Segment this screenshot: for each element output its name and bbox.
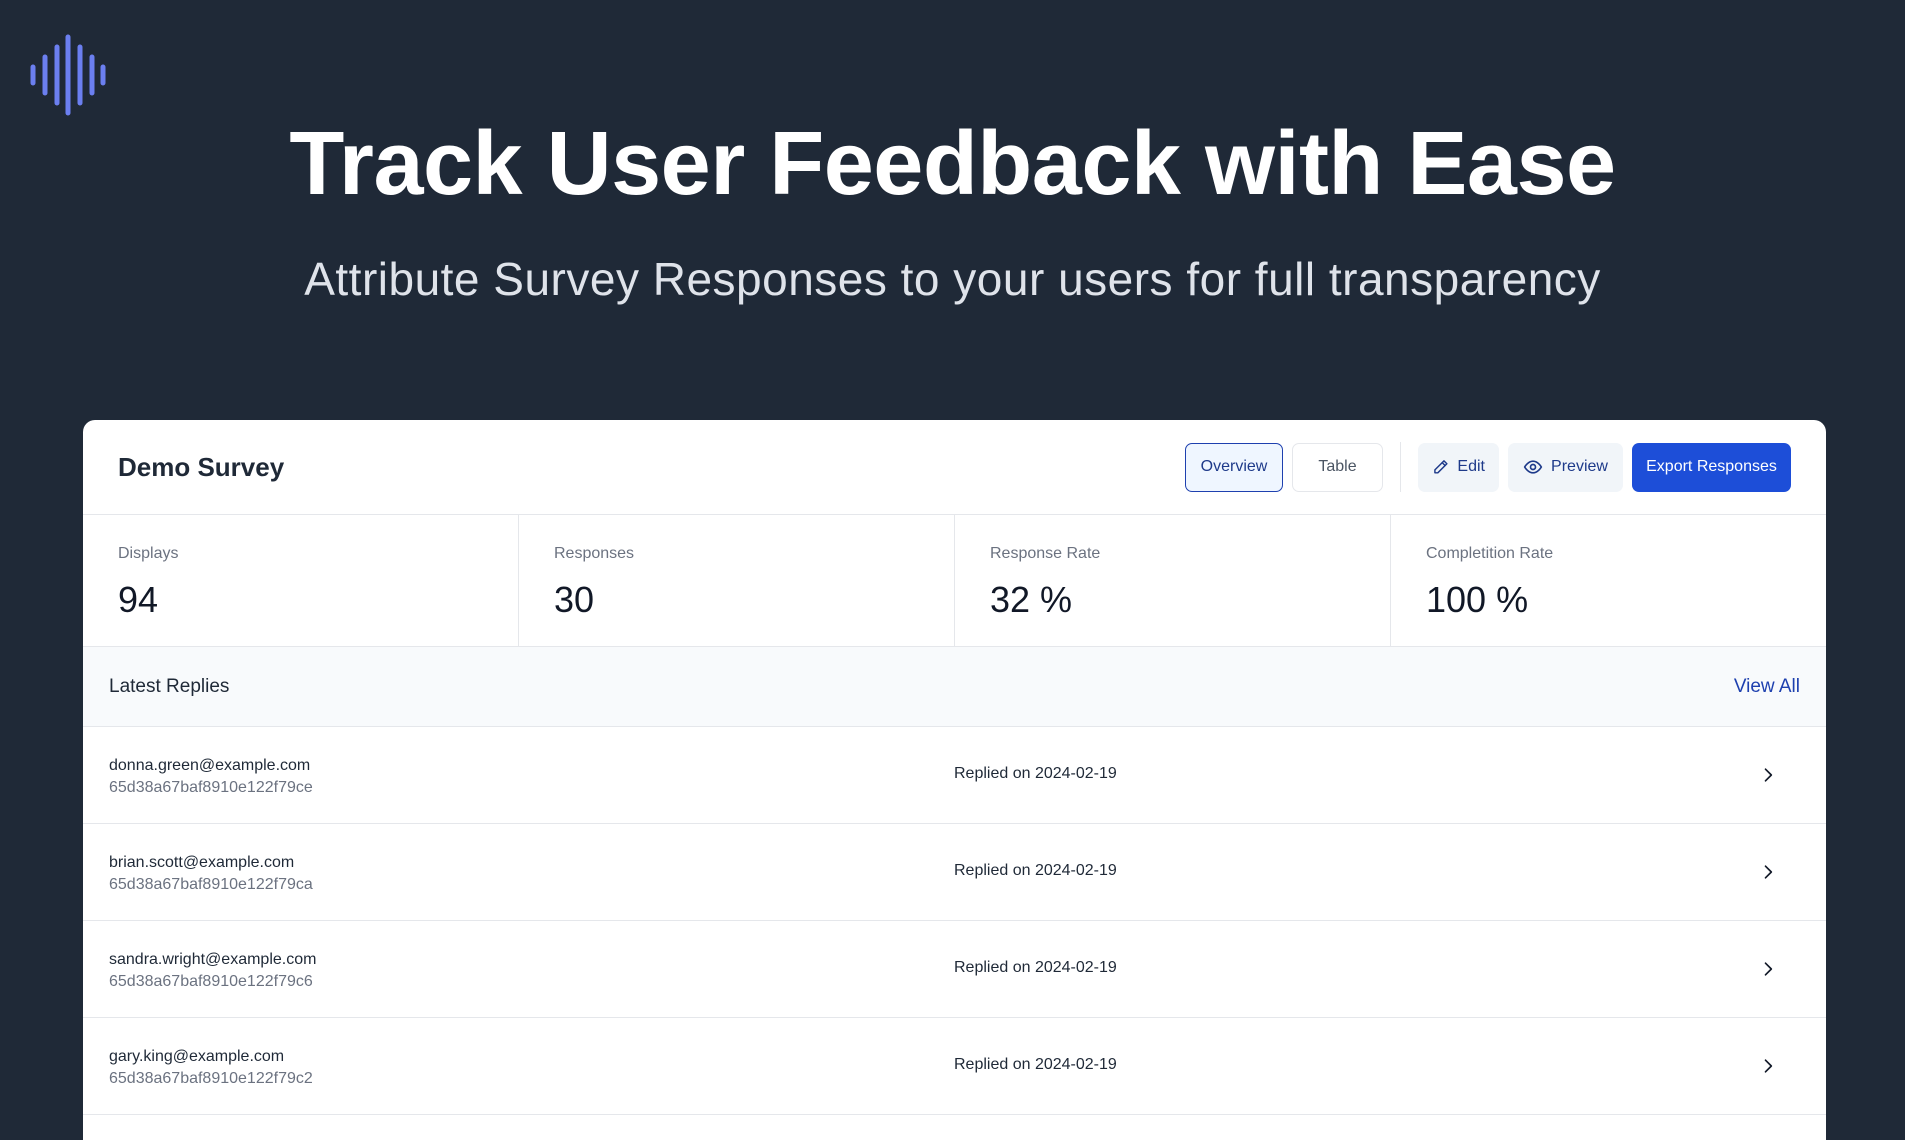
reply-user-id: 65d38a67baf8910e122f79ca: [109, 876, 313, 893]
reply-row[interactable]: gary.king@example.com 65d38a67baf8910e12…: [83, 1018, 1826, 1115]
reply-email: sandra.wright@example.com: [109, 951, 317, 968]
reply-row[interactable]: donna.green@example.com 65d38a67baf8910e…: [83, 727, 1826, 824]
reply-email: donna.green@example.com: [109, 757, 311, 774]
stat-label: Responses: [554, 545, 635, 562]
stat-response-rate: Response Rate 32 %: [955, 515, 1391, 646]
stat-label: Completition Rate: [1426, 545, 1554, 562]
eye-icon: [1523, 460, 1543, 474]
reply-row[interactable]: brian.scott@example.com 65d38a67baf8910e…: [83, 824, 1826, 921]
view-all-link[interactable]: View All: [1733, 675, 1800, 697]
preview-button-label: Preview: [1551, 458, 1608, 475]
chevron-right-icon[interactable]: [1758, 1056, 1778, 1076]
action-divider: [1400, 442, 1401, 492]
reply-user: gary.king@example.com 65d38a67baf8910e12…: [109, 1046, 313, 1090]
reply-date: Replied on 2024-02-19: [954, 959, 1117, 976]
survey-summary-card: Demo Survey Overview Table Edit Preview …: [83, 420, 1826, 1140]
reply-email: brian.scott@example.com: [109, 854, 295, 871]
chevron-right-icon[interactable]: [1758, 765, 1778, 785]
stat-completion-rate: Completition Rate 100 %: [1391, 515, 1826, 646]
stat-value: 32 %: [990, 579, 1073, 620]
export-responses-button[interactable]: Export Responses: [1632, 442, 1791, 492]
reply-user: brian.scott@example.com 65d38a67baf8910e…: [109, 852, 313, 896]
stat-value: 30: [554, 579, 595, 620]
reply-user: donna.green@example.com 65d38a67baf8910e…: [109, 755, 313, 799]
pencil-icon: [1434, 460, 1448, 474]
reply-date: Replied on 2024-02-19: [954, 1056, 1117, 1073]
reply-row[interactable]: sandra.wright@example.com 65d38a67baf891…: [83, 921, 1826, 1018]
survey-actions: Overview Table Edit Preview Export Respo…: [1185, 442, 1791, 492]
hero-title: Track User Feedback with Ease: [289, 114, 1616, 214]
stat-responses: Responses 30: [519, 515, 955, 646]
reply-user-id: 65d38a67baf8910e122f79ce: [109, 779, 313, 796]
stat-displays: Displays 94: [83, 515, 519, 646]
stat-value: 94: [118, 579, 159, 620]
reply-email: gary.king@example.com: [109, 1048, 285, 1065]
chevron-right-icon[interactable]: [1758, 862, 1778, 882]
card-header: Demo Survey Overview Table Edit Preview …: [83, 420, 1826, 515]
chevron-right-icon[interactable]: [1758, 959, 1778, 979]
stat-label: Response Rate: [990, 545, 1101, 562]
reply-user: sandra.wright@example.com 65d38a67baf891…: [109, 949, 316, 993]
overview-tab-button[interactable]: Overview: [1185, 442, 1283, 492]
latest-replies-header: Latest Replies View All: [83, 647, 1826, 727]
hero-subtitle: Attribute Survey Responses to your users…: [304, 253, 1601, 305]
stat-label: Displays: [118, 545, 179, 562]
table-tab-button[interactable]: Table: [1292, 442, 1383, 492]
soundwave-logo-icon: [30, 34, 106, 116]
stats-bar: Displays 94 Responses 30 Response Rate 3…: [83, 515, 1826, 647]
survey-title: Demo Survey: [118, 451, 285, 482]
edit-button-label: Edit: [1457, 458, 1485, 475]
edit-button[interactable]: Edit: [1418, 442, 1499, 492]
reply-date: Replied on 2024-02-19: [954, 862, 1117, 879]
preview-button[interactable]: Preview: [1508, 442, 1623, 492]
reply-user-id: 65d38a67baf8910e122f79c6: [109, 973, 313, 990]
reply-user-id: 65d38a67baf8910e122f79c2: [109, 1070, 313, 1087]
reply-date: Replied on 2024-02-19: [954, 765, 1117, 782]
latest-replies-title: Latest Replies: [109, 675, 230, 697]
stat-value: 100 %: [1426, 579, 1529, 620]
